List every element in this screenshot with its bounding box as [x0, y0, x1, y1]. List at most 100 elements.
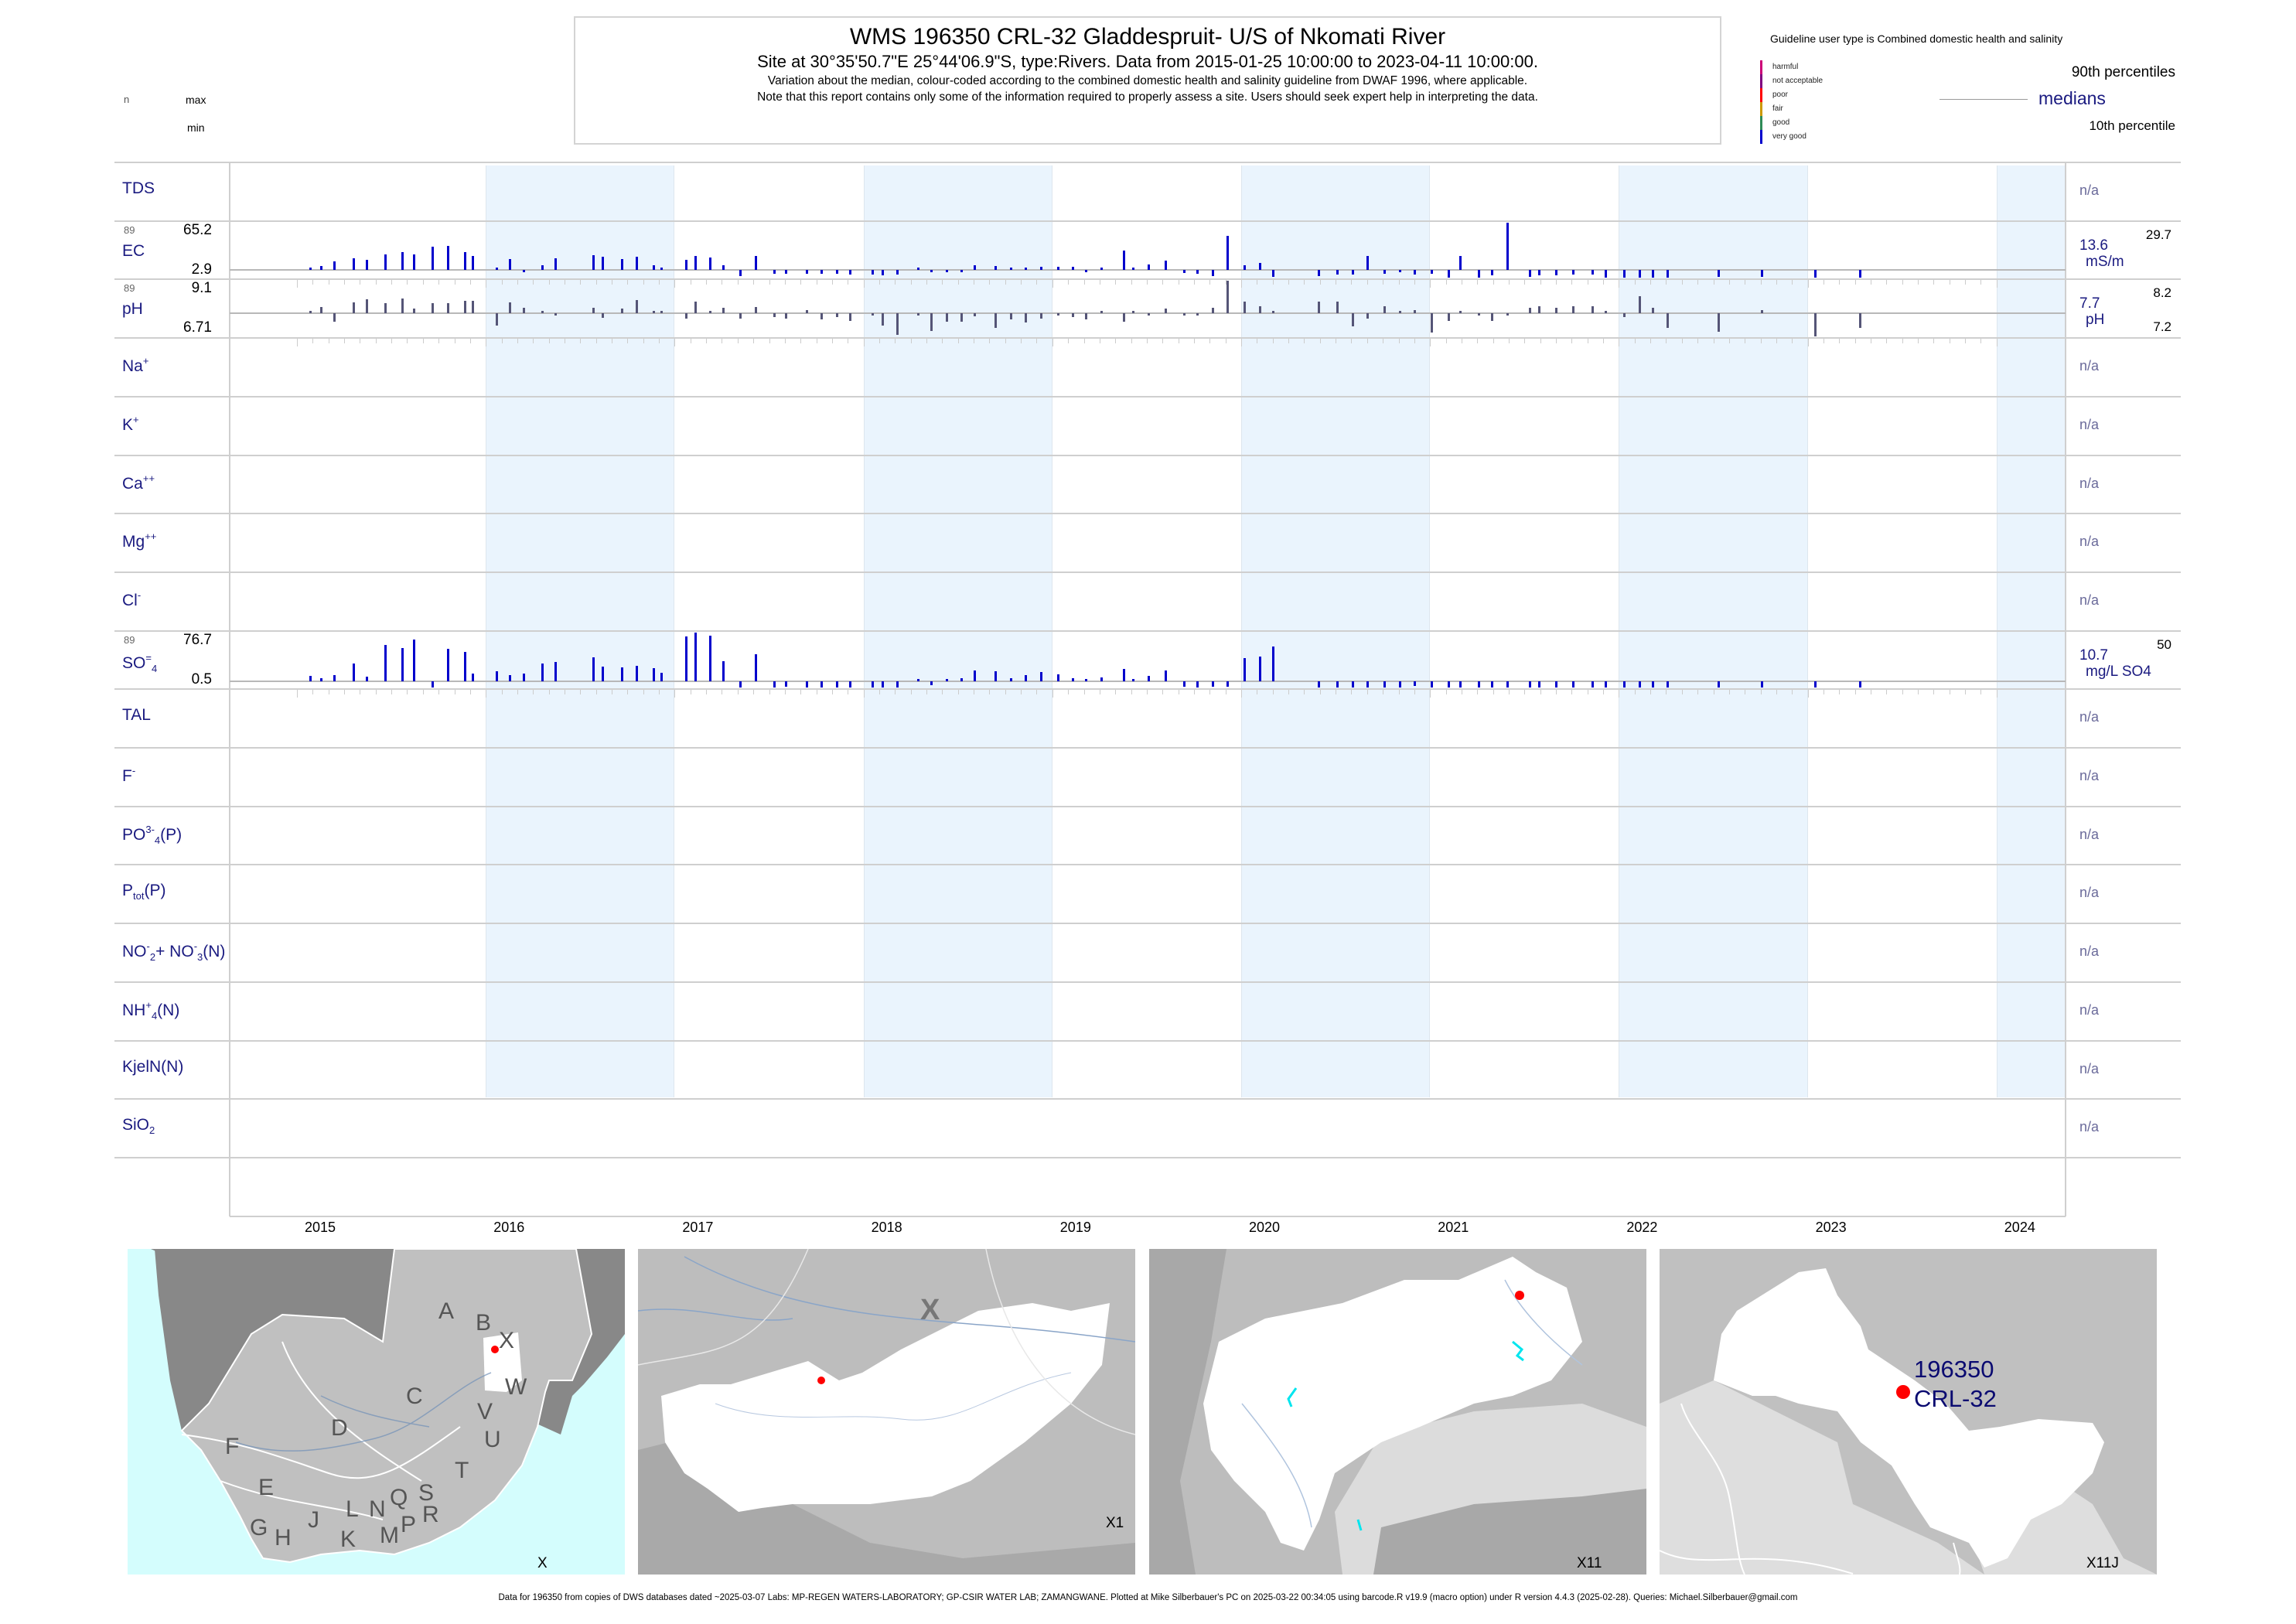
row-unit: mg/L SO4	[2086, 663, 2151, 680]
month-tick	[1603, 690, 1605, 695]
plot-right-axis	[2065, 162, 2066, 1216]
month-tick	[1650, 690, 1652, 695]
row-label-part: Ca	[122, 474, 143, 493]
map-region-label: K	[340, 1527, 357, 1552]
ec-sample-bar	[1638, 270, 1641, 278]
value-not-available: n/a	[2079, 592, 2100, 608]
ec-sample-bar	[636, 257, 639, 271]
row-divider	[114, 454, 2181, 456]
map-region-label: Q	[390, 1485, 408, 1510]
month-tick	[753, 690, 755, 695]
ph-sample-bar	[835, 313, 838, 318]
month-tick	[595, 280, 597, 285]
month-tick	[1083, 690, 1085, 695]
month-tick	[580, 280, 582, 285]
map-caption: X11	[1577, 1555, 1602, 1571]
so4-sample-bar	[1448, 681, 1451, 688]
ec-sample-bar	[1667, 270, 1670, 278]
ec-sample-bar	[320, 266, 323, 271]
row-divider	[114, 571, 2181, 573]
month-tick	[1131, 690, 1132, 695]
ph-sample-bar	[653, 311, 656, 314]
value-not-available: n/a	[2079, 183, 2100, 198]
row-label-part: -	[137, 589, 142, 601]
row-unit: mS/m	[2086, 253, 2124, 270]
ph-sample-bar	[1147, 313, 1150, 316]
month-tick	[1366, 690, 1368, 695]
ph-sample-bar	[1555, 308, 1558, 314]
month-tick	[1760, 690, 1762, 695]
ph-sample-bar	[1272, 311, 1274, 314]
month-tick	[533, 280, 534, 285]
ph-sample-bar	[1478, 313, 1481, 316]
month-tick	[1319, 339, 1321, 344]
month-tick	[1115, 690, 1117, 695]
month-tick	[407, 690, 408, 695]
ec-sample-bar	[835, 270, 838, 274]
month-tick	[706, 280, 708, 285]
value-not-available: n/a	[2079, 1060, 2100, 1076]
map-catchment-x1: X X1	[638, 1249, 1135, 1575]
map-region-label: A	[438, 1298, 455, 1324]
ph-sample-bar	[1538, 305, 1541, 314]
so4-sample-bar	[636, 666, 639, 682]
ph-sample-bar	[1025, 313, 1028, 323]
row-label-part: EC	[122, 241, 145, 260]
ec-sample-bar	[1244, 264, 1247, 271]
ph-sample-bar	[849, 313, 851, 321]
so4-sample-bar	[653, 667, 656, 682]
ec-sample-bar	[916, 268, 919, 271]
so4-sample-bar	[1244, 657, 1247, 682]
month-tick	[1005, 280, 1006, 285]
ec-sample-bar	[739, 270, 742, 276]
ph-sample-bar	[1667, 313, 1670, 329]
so4-sample-bar	[1258, 656, 1261, 682]
map-region-label: R	[422, 1502, 439, 1527]
month-tick	[297, 280, 298, 288]
row-label-part: (P)	[144, 882, 166, 900]
row-divider	[114, 747, 2181, 749]
month-tick	[595, 690, 597, 695]
row-min-value: 2.9	[191, 261, 212, 278]
shaded-year-band	[863, 165, 1052, 1098]
month-tick	[297, 690, 298, 698]
map-x11j-graphic	[1660, 1268, 2157, 1575]
so4-sample-bar	[522, 674, 525, 682]
row-label: NO-2+ NO-3(N)	[122, 940, 225, 963]
value-not-available: n/a	[2079, 534, 2100, 550]
month-tick	[1288, 690, 1290, 695]
ec-sample-bar	[620, 259, 623, 271]
ec-sample-bar	[1085, 270, 1088, 273]
map-region-label: F	[225, 1434, 240, 1459]
month-tick	[1366, 280, 1368, 285]
so4-sample-bar	[1859, 681, 1862, 688]
ph-sample-bar	[471, 300, 474, 314]
month-tick	[1839, 690, 1841, 695]
so4-sample-bar	[592, 657, 595, 682]
month-tick	[1524, 690, 1526, 695]
month-tick	[344, 339, 346, 344]
month-tick	[1304, 339, 1305, 344]
ph-sample-bar	[1009, 313, 1012, 320]
ec-sample-bar	[1859, 270, 1862, 278]
map-region-label: H	[275, 1525, 292, 1551]
ph-sample-bar	[320, 307, 323, 314]
month-tick	[1131, 280, 1132, 285]
month-tick	[910, 339, 912, 344]
ph-sample-bar	[960, 313, 964, 322]
so4-sample-bar	[309, 676, 312, 682]
legend-class-label: good	[1772, 118, 1790, 127]
ec-sample-bar	[1025, 268, 1028, 271]
ph-sample-bar	[694, 302, 697, 314]
report-note-disclaimer: Note that this report contains only some…	[757, 90, 1538, 104]
month-tick	[1193, 690, 1195, 695]
month-tick	[957, 280, 959, 285]
month-tick	[863, 339, 865, 347]
row-median-value: 10.7	[2079, 647, 2108, 664]
month-tick	[784, 280, 786, 285]
so4-sample-bar	[1538, 681, 1541, 688]
month-tick	[1052, 690, 1053, 698]
row-label-part: ++	[142, 472, 155, 484]
month-tick	[753, 280, 755, 285]
